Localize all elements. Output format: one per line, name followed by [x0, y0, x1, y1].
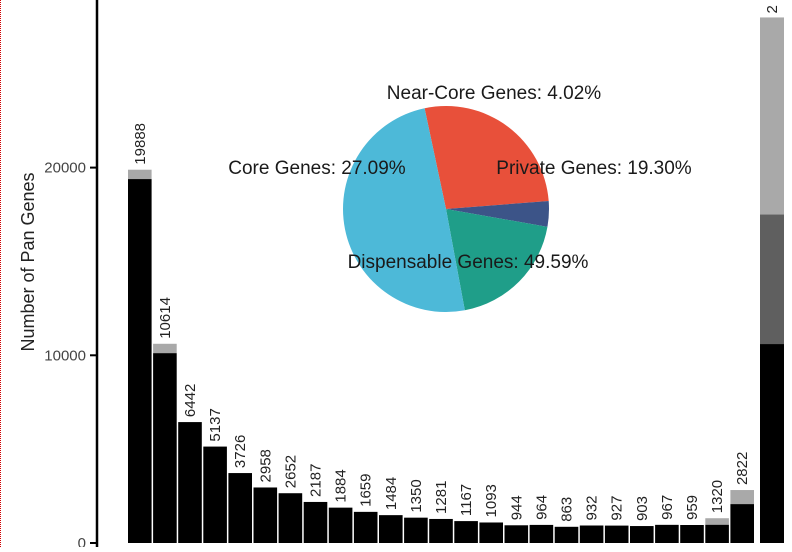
bar: [328, 507, 353, 543]
bar-value-label: 6442: [182, 384, 199, 417]
bar: [278, 493, 303, 543]
bar-value-label: 1281: [433, 481, 450, 514]
bar: [579, 525, 604, 543]
bar: [630, 526, 654, 543]
total-bar-segment: [760, 17, 784, 215]
bar-value-label: 1659: [358, 473, 375, 506]
bar: [203, 446, 227, 543]
y-axis-label: Number of Pan Genes: [18, 172, 38, 351]
bar-value-label: 1484: [383, 477, 400, 510]
bar-value-label: 927: [609, 496, 626, 521]
bar-extra-segment: [705, 518, 729, 525]
bar-series: [128, 17, 784, 544]
bar: [429, 518, 453, 543]
y-tick-label: 20000: [44, 160, 86, 177]
bar-labels: 19888 10614 6442 5137 3726 2958 2652 2187 1884 16…: [132, 5, 781, 522]
y-tick-label: 10000: [44, 347, 86, 364]
bar-value-label: 2958: [257, 449, 274, 482]
bar-value-label: 967: [659, 495, 676, 520]
bar: [504, 525, 529, 543]
bar-value-label: 903: [634, 496, 651, 521]
total-bar-segment: [760, 344, 784, 543]
bar: [303, 501, 328, 543]
y-axis: 0 10000 20000: [44, 0, 99, 552]
pie-slice: [424, 105, 549, 209]
left-edge-border: [0, 0, 1, 547]
pie-slice-label: Core Genes: 27.09%: [228, 158, 406, 179]
bar-value-label: 964: [533, 495, 550, 520]
bar-extra-segment: [128, 169, 152, 180]
pie-chart: Near-Core Genes: 4.02% Core Genes: 27.09%…: [228, 83, 692, 313]
bar-value-label: 1350: [408, 479, 425, 512]
bar: [705, 524, 729, 543]
bar-value-label: 932: [584, 495, 601, 520]
bar: [604, 525, 629, 543]
bar: [529, 524, 554, 543]
bar: [730, 504, 754, 543]
bar: [404, 517, 428, 543]
bar-value-label: 863: [559, 497, 576, 522]
bar-value-label: 5137: [207, 408, 224, 441]
bar: [153, 353, 177, 543]
bar-extra-segment: [153, 343, 177, 354]
bar: [228, 473, 252, 543]
bar: [655, 524, 679, 543]
bar-value-label: 1884: [333, 469, 350, 502]
bar: [680, 524, 704, 543]
bar: [479, 522, 503, 543]
bar: [128, 179, 152, 544]
pie-slice: [446, 200, 550, 227]
bar: [353, 511, 378, 543]
total-bar-label: 2: [764, 5, 781, 13]
pie-slice-label: Dispensable Genes: 49.59%: [348, 252, 589, 273]
bar-value-label: 19888: [132, 123, 149, 165]
bar-value-label: 2822: [734, 452, 751, 485]
pie-slice: [446, 209, 548, 311]
bar: [379, 515, 403, 543]
bar-value-label: 2652: [282, 455, 299, 488]
pie-slice-label: Private Genes: 19.30%: [496, 158, 691, 179]
bar-value-label: 1093: [483, 484, 500, 517]
bar-value-label: 1167: [458, 484, 475, 516]
bar-value-label: 944: [508, 495, 525, 520]
bar: [178, 422, 202, 543]
bar: [554, 526, 579, 543]
y-tick-label: 0: [78, 535, 86, 547]
bar-value-label: 10614: [157, 297, 174, 339]
bar: [454, 521, 478, 543]
pie-slice: [342, 108, 465, 313]
bar: [253, 487, 278, 543]
bar-value-label: 2187: [308, 464, 325, 497]
bar-value-label: 959: [684, 495, 701, 520]
total-bar-segment: [760, 214, 784, 345]
pie-slice-label: Near-Core Genes: 4.02%: [387, 83, 601, 104]
bar-extra-segment: [730, 490, 754, 505]
bar-value-label: 3726: [232, 435, 249, 468]
bar-value-label: 1320: [709, 480, 726, 513]
